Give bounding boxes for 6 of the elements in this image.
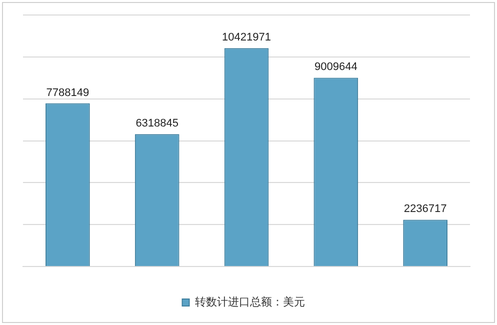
legend-label: 转数计进口总额：美元	[194, 295, 305, 308]
data-label: 7788149	[46, 86, 90, 99]
data-label: 2236717	[404, 203, 447, 216]
data-label: 9009644	[314, 61, 358, 74]
data-label: 10421971	[222, 32, 271, 44]
data-label: 6318845	[136, 118, 179, 130]
